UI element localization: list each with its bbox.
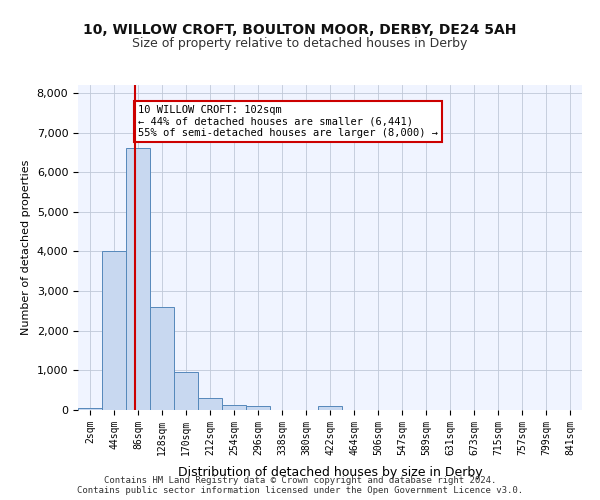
Text: Size of property relative to detached houses in Derby: Size of property relative to detached ho… bbox=[133, 38, 467, 51]
Bar bbox=[102, 252, 126, 410]
Y-axis label: Number of detached properties: Number of detached properties bbox=[21, 160, 31, 335]
Bar bbox=[198, 398, 222, 410]
Bar bbox=[174, 372, 198, 410]
Bar bbox=[150, 307, 174, 410]
Bar bbox=[78, 408, 102, 410]
Text: 10, WILLOW CROFT, BOULTON MOOR, DERBY, DE24 5AH: 10, WILLOW CROFT, BOULTON MOOR, DERBY, D… bbox=[83, 22, 517, 36]
Bar bbox=[246, 406, 270, 410]
Bar bbox=[126, 148, 150, 410]
Bar bbox=[318, 406, 342, 410]
Text: 10 WILLOW CROFT: 102sqm
← 44% of detached houses are smaller (6,441)
55% of semi: 10 WILLOW CROFT: 102sqm ← 44% of detache… bbox=[138, 105, 438, 138]
Text: Contains HM Land Registry data © Crown copyright and database right 2024.
Contai: Contains HM Land Registry data © Crown c… bbox=[77, 476, 523, 495]
Bar bbox=[222, 405, 246, 410]
X-axis label: Distribution of detached houses by size in Derby: Distribution of detached houses by size … bbox=[178, 466, 482, 479]
